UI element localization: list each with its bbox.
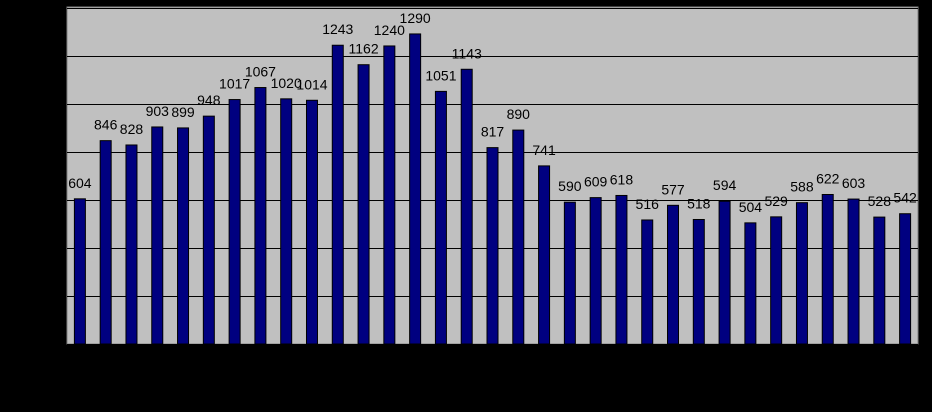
data-label: 618 bbox=[610, 171, 634, 187]
bar bbox=[202, 115, 215, 345]
bar bbox=[280, 98, 293, 345]
data-label: 528 bbox=[868, 193, 892, 209]
data-label: 1014 bbox=[296, 76, 327, 92]
bar bbox=[177, 127, 190, 345]
data-label: 529 bbox=[764, 193, 788, 209]
bar bbox=[795, 202, 808, 345]
bar bbox=[125, 144, 138, 345]
data-label: 1143 bbox=[452, 45, 482, 61]
data-label: 846 bbox=[94, 117, 118, 133]
data-label: 609 bbox=[584, 174, 608, 190]
bar bbox=[486, 147, 499, 345]
data-label: 741 bbox=[532, 142, 556, 158]
data-label: 590 bbox=[558, 178, 582, 194]
bar bbox=[899, 213, 912, 345]
bar bbox=[667, 204, 680, 345]
bar bbox=[692, 218, 705, 345]
data-label: 903 bbox=[146, 103, 170, 119]
data-label: 622 bbox=[816, 170, 840, 186]
data-label: 1162 bbox=[349, 41, 379, 57]
data-label: 1067 bbox=[245, 64, 276, 80]
bar bbox=[305, 99, 318, 345]
bar bbox=[73, 198, 86, 345]
data-label: 948 bbox=[197, 92, 221, 108]
data-label: 817 bbox=[481, 124, 505, 140]
data-label: 588 bbox=[790, 179, 814, 195]
bar bbox=[847, 198, 860, 345]
bar bbox=[331, 44, 344, 345]
data-label: 1290 bbox=[400, 10, 431, 26]
data-label: 594 bbox=[713, 177, 737, 193]
data-label: 577 bbox=[661, 181, 685, 197]
bar bbox=[718, 200, 731, 345]
bar bbox=[770, 216, 783, 345]
data-label: 1243 bbox=[322, 21, 353, 37]
bar bbox=[383, 45, 396, 345]
data-label: 828 bbox=[120, 121, 144, 137]
data-label: 1020 bbox=[271, 75, 302, 91]
bar bbox=[563, 201, 576, 345]
bar bbox=[99, 140, 112, 345]
bar bbox=[357, 64, 370, 345]
data-label: 604 bbox=[68, 175, 92, 191]
bar bbox=[512, 129, 525, 345]
data-label: 504 bbox=[739, 199, 763, 215]
bar bbox=[873, 216, 886, 345]
data-label: 890 bbox=[507, 106, 531, 122]
bar bbox=[228, 99, 241, 345]
data-label: 516 bbox=[636, 196, 660, 212]
data-label: 1051 bbox=[425, 67, 456, 83]
data-label: 542 bbox=[893, 190, 917, 206]
bar bbox=[434, 90, 447, 345]
data-label: 1017 bbox=[219, 76, 250, 92]
bar bbox=[460, 68, 473, 345]
bar bbox=[589, 197, 602, 345]
bar bbox=[151, 126, 164, 345]
data-label: 518 bbox=[687, 195, 711, 211]
bar bbox=[821, 193, 834, 345]
bar bbox=[409, 33, 422, 345]
data-label: 603 bbox=[842, 175, 866, 191]
bar bbox=[538, 165, 551, 345]
bar bbox=[641, 219, 654, 345]
data-label: 1240 bbox=[374, 22, 405, 38]
data-label: 899 bbox=[171, 104, 195, 120]
bar bbox=[744, 222, 757, 345]
bar bbox=[254, 87, 267, 345]
bar bbox=[615, 194, 628, 345]
